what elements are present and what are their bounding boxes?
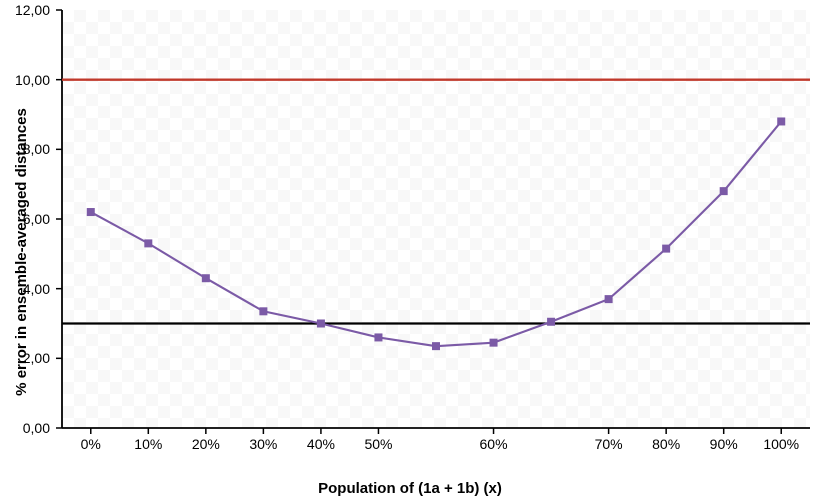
- x-tick-label: 0%: [81, 436, 101, 452]
- plot-area: [62, 10, 810, 428]
- x-tick-label: 50%: [364, 436, 392, 452]
- y-tick-label: 12,00: [15, 2, 50, 18]
- x-tick-label: 20%: [192, 436, 220, 452]
- series-marker: [317, 320, 325, 328]
- x-tick-label: 10%: [134, 436, 162, 452]
- x-tick-label: 40%: [307, 436, 335, 452]
- y-tick-label: 10,00: [15, 72, 50, 88]
- x-tick-label: 30%: [249, 436, 277, 452]
- chart-container: % error in ensemble-averaged distances P…: [0, 0, 820, 503]
- series-marker: [490, 339, 498, 347]
- series-marker: [720, 187, 728, 195]
- series-marker: [202, 274, 210, 282]
- series-marker: [144, 239, 152, 247]
- x-tick-label: 70%: [595, 436, 623, 452]
- x-tick-label: 60%: [480, 436, 508, 452]
- plot-svg: [62, 10, 362, 160]
- x-axis-label: Population of (1a + 1b) (x): [318, 480, 502, 497]
- y-tick-label: 2,00: [23, 350, 50, 366]
- x-tick-label: 80%: [652, 436, 680, 452]
- series-marker: [605, 295, 613, 303]
- x-tick-label: 90%: [710, 436, 738, 452]
- y-tick-label: 4,00: [23, 281, 50, 297]
- series-marker: [662, 245, 670, 253]
- y-tick-label: 6,00: [23, 211, 50, 227]
- y-tick-label: 0,00: [23, 420, 50, 436]
- series-marker: [432, 342, 440, 350]
- series-marker: [547, 318, 555, 326]
- y-tick-label: 8,00: [23, 141, 50, 157]
- x-tick-label: 100%: [763, 436, 799, 452]
- series-marker: [87, 208, 95, 216]
- series-marker: [374, 333, 382, 341]
- series-marker: [777, 117, 785, 125]
- series-marker: [259, 307, 267, 315]
